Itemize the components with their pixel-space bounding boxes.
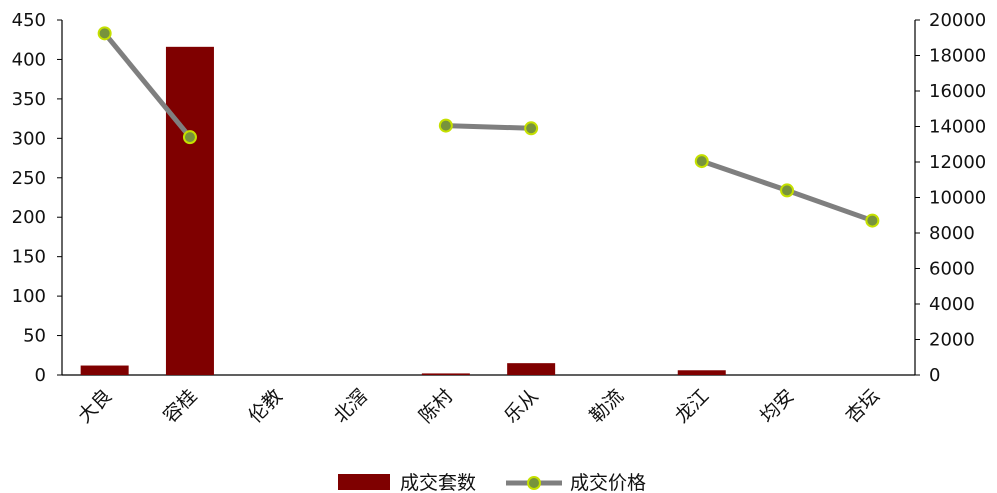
line-series bbox=[97, 26, 880, 228]
bar-8 bbox=[677, 370, 726, 375]
y-right-tick-label: 6000 bbox=[929, 259, 975, 280]
y-right-tick-label: 16000 bbox=[929, 81, 986, 102]
x-tick-label: 乐从 bbox=[500, 385, 542, 427]
y-left-tick-label: 300 bbox=[12, 128, 46, 149]
y-left-tick-label: 350 bbox=[12, 89, 46, 110]
legend-swatch-marker bbox=[527, 476, 541, 490]
line-segment-2 bbox=[445, 123, 532, 131]
x-tick-label: 龙江 bbox=[671, 385, 713, 427]
y-left-tick-label: 450 bbox=[12, 10, 46, 31]
bar-1 bbox=[80, 365, 129, 375]
y-right-tick-label: 10000 bbox=[929, 188, 986, 209]
line-point-1 bbox=[97, 26, 112, 41]
line-point-6 bbox=[524, 121, 539, 136]
y-right-tick-label: 0 bbox=[929, 365, 940, 386]
bar-2 bbox=[165, 46, 214, 375]
y-left-tick-label: 250 bbox=[12, 168, 46, 189]
legend: 成交套数 成交价格 bbox=[338, 472, 646, 493]
bar-6 bbox=[507, 363, 556, 375]
line-point-2 bbox=[182, 130, 197, 145]
bar-series bbox=[80, 46, 726, 375]
legend-swatch-bar bbox=[338, 474, 390, 490]
axes: 0 50 100 150 200 250 300 350 400 450 0 2000 4000 6000… bbox=[12, 10, 987, 427]
y-right-tick-label: 4000 bbox=[929, 294, 975, 315]
y-left-tick-label: 150 bbox=[12, 247, 46, 268]
y-left-tick-label: 400 bbox=[12, 49, 46, 70]
y-left-tick-label: 100 bbox=[12, 286, 46, 307]
x-tick-label: 均安 bbox=[756, 385, 798, 427]
y-right-tick-label: 20000 bbox=[929, 10, 986, 31]
y-right-tick-label: 8000 bbox=[929, 223, 975, 244]
y-left-tick-label: 200 bbox=[12, 207, 46, 228]
legend-label-line: 成交价格 bbox=[570, 472, 646, 493]
bar-5 bbox=[421, 373, 470, 375]
y-left-tick-label: 0 bbox=[35, 365, 46, 386]
x-tick-label: 容桂 bbox=[159, 385, 201, 427]
line-point-10 bbox=[865, 213, 880, 228]
x-tick-label: 大良 bbox=[74, 385, 116, 427]
x-tick-label: 陈村 bbox=[415, 385, 457, 427]
legend-label-bar: 成交套数 bbox=[400, 472, 476, 493]
y-right-tick-label: 12000 bbox=[929, 152, 986, 173]
x-tick-label: 勒流 bbox=[586, 385, 628, 427]
line-point-8 bbox=[694, 154, 709, 169]
line-point-5 bbox=[438, 118, 453, 133]
y-right-tick-label: 18000 bbox=[929, 46, 986, 67]
x-tick-label: 杏坛 bbox=[841, 385, 883, 427]
y-right-tick-label: 14000 bbox=[929, 117, 986, 138]
x-tick-label: 北滘 bbox=[330, 385, 372, 427]
y-left-tick-label: 50 bbox=[23, 326, 46, 347]
line-point-9 bbox=[780, 183, 795, 198]
line-segment-1 bbox=[102, 31, 192, 139]
y-right-tick-label: 2000 bbox=[929, 330, 975, 351]
x-tick-label: 伦教 bbox=[244, 385, 286, 427]
